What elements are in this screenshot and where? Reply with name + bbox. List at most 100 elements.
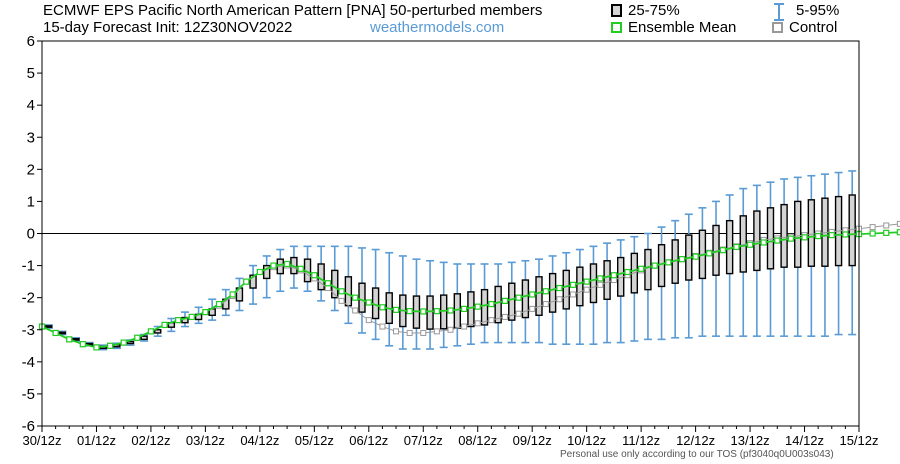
iqr-box [508, 282, 516, 321]
iqr-box [140, 335, 148, 341]
mean-point [392, 306, 400, 313]
y-tick-label: 2 [27, 161, 35, 178]
mean-point [678, 256, 686, 263]
iqr-box [426, 295, 434, 330]
y-tick-label: -1 [22, 258, 35, 275]
mean-point [324, 280, 332, 287]
x-tick-label: 30/12z [22, 433, 61, 448]
mean-point [597, 275, 604, 282]
iqr-box [126, 340, 135, 345]
control-point [393, 328, 400, 335]
legend-iqr-label: 25-75% [628, 2, 680, 19]
iqr-box [262, 264, 271, 280]
mean-point [365, 299, 372, 306]
x-tick-label: 03/12z [186, 433, 225, 448]
mean-point [760, 239, 767, 246]
x-tick-label: 12/12z [676, 433, 715, 448]
source-link[interactable]: weathermodels.com [370, 19, 505, 36]
iqr-box [331, 269, 339, 299]
mean-point [474, 303, 481, 310]
mean-point [801, 234, 808, 241]
legend-control-swatch [772, 22, 783, 33]
mean-point [215, 300, 223, 308]
y-tick-label: 3 [27, 129, 35, 146]
x-tick-label: 09/12z [513, 433, 552, 448]
mean-point [106, 342, 114, 349]
iqr-box [644, 248, 652, 291]
mean-point [352, 294, 359, 301]
x-tick-label: 04/12z [240, 433, 279, 448]
mean-point [379, 304, 386, 311]
y-tick-label: -2 [22, 290, 35, 307]
mean-point [733, 243, 740, 251]
iqr-box [521, 279, 530, 319]
control-point [488, 317, 495, 324]
iqr-box [494, 285, 502, 324]
mean-point [529, 291, 536, 298]
legend-mean-swatch [611, 22, 622, 33]
iqr-box [807, 199, 816, 267]
x-tick-label: 15/12z [839, 433, 878, 448]
mean-point [556, 284, 563, 292]
footer-note: Personal use only according to our TOS (… [560, 449, 834, 460]
mean-point [746, 241, 754, 248]
mean-point [815, 232, 822, 240]
mean-point [624, 268, 631, 276]
iqr-box [548, 272, 557, 313]
mean-point [270, 262, 277, 269]
iqr-box [453, 293, 462, 329]
mean-point [583, 278, 590, 285]
mean-point [787, 235, 795, 242]
control-point [352, 307, 359, 314]
iqr-box [358, 282, 366, 313]
iqr-box [249, 274, 257, 289]
mean-point [406, 308, 413, 315]
control-point [869, 224, 876, 231]
mean-point [52, 329, 59, 337]
forecast-init: 15-day Forecast Init: 12Z30NOV2022 [43, 19, 293, 36]
control-point [379, 323, 386, 330]
mean-point [610, 272, 618, 279]
x-tick-label: 02/12z [131, 433, 170, 448]
y-tick-label: 6 [27, 33, 35, 50]
mean-point [692, 253, 699, 260]
control-point [597, 281, 604, 288]
y-tick-label: 4 [27, 97, 35, 114]
x-tick-label: 06/12z [349, 433, 388, 448]
iqr-box [467, 291, 475, 328]
mean-point [706, 250, 713, 257]
control-point [474, 320, 481, 327]
mean-point [284, 260, 291, 268]
mean-point [161, 321, 168, 329]
x-tick-label: 13/12z [731, 433, 770, 448]
iqr-box [657, 244, 666, 288]
control-point [420, 329, 427, 336]
x-tick-label: 11/12z [622, 433, 660, 448]
iqr-box [439, 294, 448, 330]
x-tick-label: 14/12z [785, 433, 824, 448]
mean-point [719, 247, 726, 254]
y-tick-label: 5 [27, 65, 35, 82]
iqr-box [766, 207, 775, 270]
iqr-box [794, 200, 802, 268]
mean-point [828, 232, 835, 239]
chart-title: ECMWF EPS Pacific North American Pattern… [43, 2, 543, 19]
mean-point [569, 281, 577, 288]
iqr-box [780, 203, 788, 268]
iqr-box [58, 331, 67, 335]
mean-point [66, 336, 73, 343]
control-point [461, 323, 468, 330]
mean-point [542, 288, 549, 295]
iqr-box [535, 276, 543, 317]
iqr-box [848, 194, 856, 267]
mean-point [883, 229, 890, 236]
x-tick-label: 01/12z [77, 433, 116, 448]
mean-point [869, 230, 876, 237]
mean-point [774, 237, 781, 244]
iqr-box [317, 263, 325, 291]
iqr-box [154, 329, 162, 334]
mean-point [501, 297, 509, 304]
mean-point [120, 339, 127, 346]
control-point [570, 291, 577, 298]
mean-point [229, 291, 236, 298]
